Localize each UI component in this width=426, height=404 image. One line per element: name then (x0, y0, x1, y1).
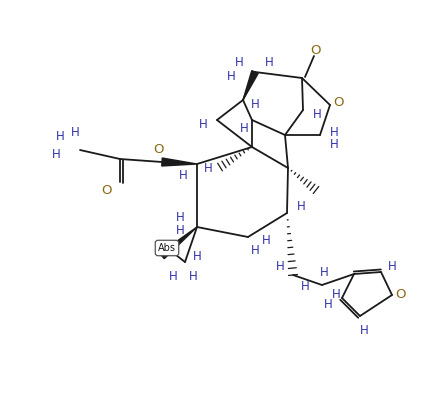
Text: H: H (329, 139, 337, 152)
Polygon shape (159, 227, 196, 259)
Polygon shape (161, 158, 196, 166)
Text: H: H (168, 269, 177, 282)
Text: H: H (261, 234, 270, 248)
Text: H: H (312, 109, 321, 122)
Text: H: H (226, 71, 235, 84)
Text: H: H (70, 126, 79, 139)
Text: H: H (192, 250, 201, 263)
Text: H: H (319, 265, 328, 278)
Text: H: H (250, 99, 259, 112)
Text: H: H (323, 299, 331, 311)
Text: O: O (395, 288, 405, 301)
Text: H: H (387, 261, 395, 274)
Text: H: H (234, 55, 243, 69)
Text: H: H (300, 280, 309, 292)
Text: H: H (55, 130, 64, 143)
Text: Abs: Abs (158, 243, 176, 253)
Text: H: H (239, 122, 248, 135)
Text: O: O (310, 44, 320, 57)
Text: H: H (178, 170, 187, 183)
Text: H: H (203, 162, 212, 175)
Text: H: H (359, 324, 368, 337)
Text: O: O (101, 185, 112, 198)
Text: H: H (250, 244, 259, 257)
Text: O: O (333, 97, 343, 109)
Text: H: H (331, 288, 340, 301)
Text: H: H (188, 269, 197, 282)
Text: H: H (329, 126, 337, 139)
Polygon shape (242, 71, 258, 100)
Text: H: H (275, 259, 284, 273)
Text: H: H (52, 149, 60, 162)
Text: H: H (264, 55, 273, 69)
Text: H: H (175, 225, 184, 238)
Text: O: O (153, 143, 164, 156)
Text: H: H (296, 200, 305, 213)
Text: H: H (175, 212, 184, 225)
Text: H: H (198, 118, 207, 131)
